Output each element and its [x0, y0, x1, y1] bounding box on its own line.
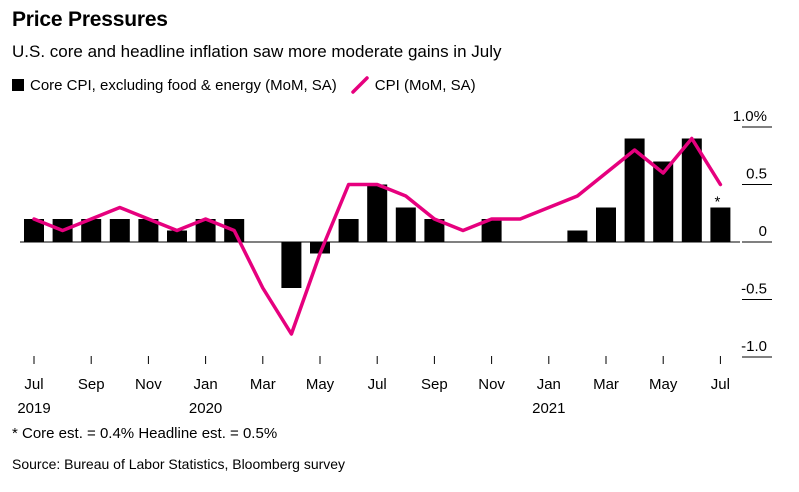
y-tick-label: -0.5	[741, 281, 767, 298]
x-tick-label: May	[649, 376, 678, 393]
core-cpi-bar	[24, 219, 44, 242]
x-tick-label: Jan	[537, 376, 561, 393]
x-tick-label: May	[306, 376, 335, 393]
core-cpi-bar	[138, 219, 159, 242]
core-cpi-bar	[195, 219, 216, 242]
core-cpi-bar	[338, 219, 359, 242]
core-cpi-bar	[395, 207, 416, 242]
core-cpi-bar	[167, 230, 187, 242]
cpi-line	[32, 136, 723, 336]
core-cpi-bar	[310, 242, 330, 254]
core-cpi-bar	[596, 207, 616, 242]
x-year-label: 2021	[532, 400, 565, 417]
core-cpi-bar	[624, 138, 645, 242]
chart-title: Price Pressures	[12, 8, 168, 31]
x-tick-label: Mar	[250, 376, 276, 393]
chart-plot: 1.0% 0.5 0 -0.5 -1.0 * Jul 2019 Sep Nov Jan 2020 Mar…	[17, 108, 772, 417]
core-cpi-bar	[481, 219, 502, 242]
x-tick-label: Jul	[368, 376, 387, 393]
legend-cpi-label: CPI (MoM, SA)	[374, 76, 476, 94]
core-cpi-bar	[81, 219, 102, 242]
legend-line-swatch	[351, 76, 369, 94]
legend: Core CPI, excluding food & energy (MoM, …	[12, 76, 476, 94]
estimate-note: * Core est. = 0.4% Headline est. = 0.5%	[12, 425, 278, 442]
legend-core-label: Core CPI, excluding food & energy (MoM, …	[30, 76, 337, 94]
x-tick-label: Nov	[135, 376, 162, 393]
core-cpi-bar	[653, 161, 674, 242]
legend-bar-swatch	[12, 79, 24, 91]
x-tick-label: Jul	[711, 376, 730, 393]
source-note: Source: Bureau of Labor Statistics, Bloo…	[12, 456, 346, 472]
core-cpi-bar	[681, 138, 702, 242]
core-cpi-bar	[567, 230, 588, 242]
y-tick-label: 0.5	[746, 166, 767, 183]
core-cpi-bar	[710, 207, 731, 242]
x-tick-label: Jul	[24, 376, 43, 393]
estimate-asterisk: *	[714, 194, 720, 211]
x-tick-label: Mar	[593, 376, 619, 393]
x-tick-label: Sep	[421, 376, 448, 393]
y-tick-label: 0	[759, 223, 767, 240]
x-tick-label: Jan	[194, 376, 218, 393]
core-cpi-bar	[367, 184, 388, 242]
core-cpi-bar	[281, 242, 302, 288]
y-tick-label: 1.0%	[733, 108, 767, 125]
core-cpi-bar	[109, 219, 130, 242]
y-tick-label: -1.0	[741, 338, 767, 355]
x-year-label: 2019	[17, 400, 50, 417]
core-cpi-bar	[424, 219, 445, 242]
chart-subtitle: U.S. core and headline inflation saw mor…	[12, 42, 502, 61]
x-tick-label: Nov	[478, 376, 505, 393]
x-year-label: 2020	[189, 400, 222, 417]
x-tick-label: Sep	[78, 376, 105, 393]
